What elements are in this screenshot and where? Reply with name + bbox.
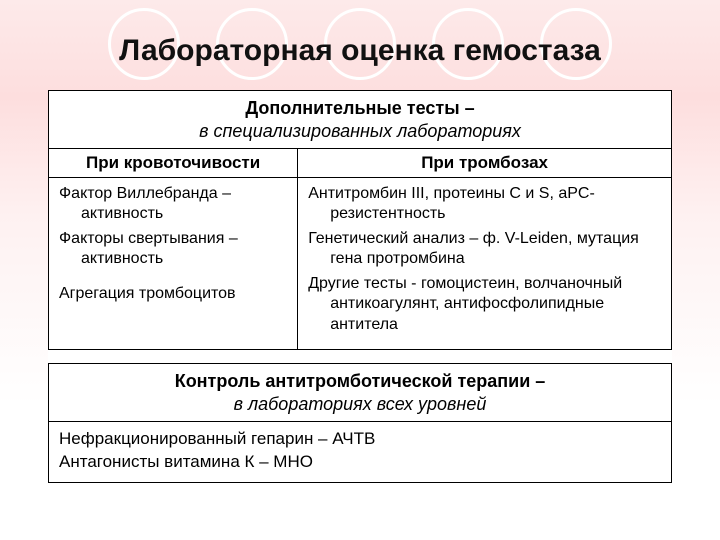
section1-header-italic: в специализированных лабораториях [199, 121, 521, 141]
left-item: Агрегация тромбоцитов [59, 284, 287, 304]
therapy-line: Антагонисты витамина К – МНО [59, 451, 661, 474]
therapy-line: Нефракционированный гепарин – АЧТВ [59, 428, 661, 451]
left-item: Фактор Виллебранда – активность [59, 184, 287, 225]
section2-header: Контроль антитромботической терапии – в … [49, 364, 672, 422]
right-item: Другие тесты - гомоцистеин, волчаночный … [308, 274, 661, 335]
section1-header-bold: Дополнительные тесты – [245, 98, 474, 118]
slide-title: Лабораторная оценка гемостаза [0, 0, 720, 68]
col-header-right: При тромбозах [298, 149, 672, 178]
right-cell: Антитромбин III, протеины C и S, aPC-рез… [298, 178, 672, 350]
spacer [49, 350, 672, 364]
col-header-left: При кровоточивости [49, 149, 298, 178]
left-cell: Фактор Виллебранда – активность Факторы … [49, 178, 298, 350]
section2-header-italic: в лабораториях всех уровней [234, 394, 487, 414]
right-item: Антитромбин III, протеины C и S, aPC-рез… [308, 184, 661, 225]
right-item: Генетический анализ – ф. V-Leiden, мутац… [308, 229, 661, 270]
left-item: Факторы свертывания – активность [59, 229, 287, 270]
section2-header-bold: Контроль антитромботической терапии – [175, 371, 546, 391]
content-sheet: Дополнительные тесты – в специализирован… [48, 90, 672, 483]
hemostasis-table: Дополнительные тесты – в специализирован… [48, 90, 672, 483]
section2-body: Нефракционированный гепарин – АЧТВ Антаг… [49, 422, 672, 483]
section1-header: Дополнительные тесты – в специализирован… [49, 91, 672, 149]
